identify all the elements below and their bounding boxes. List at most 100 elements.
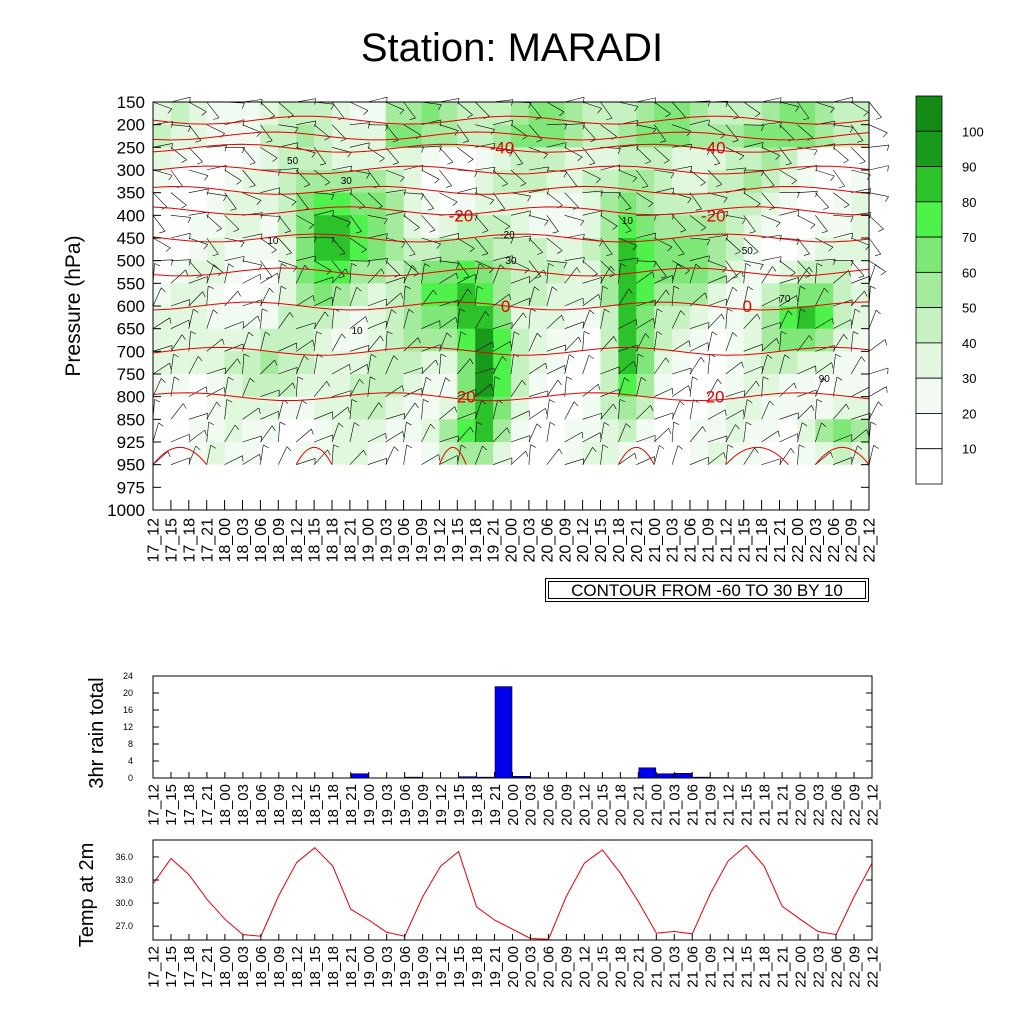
- wind-barb: [564, 431, 583, 443]
- rh-cell: [421, 306, 440, 330]
- wind-barb: [421, 237, 441, 245]
- wind-barb: [224, 399, 228, 420]
- x-tick-label: 21_03: [665, 518, 682, 563]
- wind-barb: [689, 192, 702, 210]
- rh-cell: [170, 238, 190, 262]
- wind-barb-flag: [754, 447, 759, 453]
- rh-cell: [493, 328, 512, 352]
- wind-barb: [296, 215, 314, 226]
- rh-cell: [385, 260, 405, 284]
- wind-barb: [152, 192, 168, 208]
- wind-barb-flag: [589, 162, 596, 166]
- rh-cell: [493, 396, 512, 420]
- rh-cell: [224, 170, 244, 194]
- wind-barb: [600, 286, 603, 307]
- x-tick-label: 21_06: [685, 784, 702, 826]
- rh-cell: [833, 328, 852, 352]
- y-tick-label: 12: [123, 722, 133, 732]
- wind-barb-flag: [482, 230, 489, 233]
- wind-barb: [439, 169, 452, 187]
- wind-barb-flag: [810, 224, 816, 229]
- wind-barb-flag: [821, 422, 827, 427]
- wind-barb-flag: [692, 376, 698, 380]
- x-tick-label: 20_18: [611, 518, 628, 563]
- rh-cell: [457, 192, 476, 216]
- wind-barb-flag: [677, 445, 683, 450]
- rh-cell: [332, 306, 351, 330]
- wind-barb: [474, 101, 490, 117]
- wind-barb-flag: [620, 263, 627, 267]
- rh-cell: [493, 215, 512, 239]
- rh-cell: [725, 102, 745, 126]
- wind-barb-flag: [463, 140, 470, 143]
- y-tick-label: 16: [123, 705, 133, 715]
- rh-cell: [188, 192, 208, 216]
- rh-cell: [349, 419, 369, 443]
- wind-barb-flag: [259, 454, 261, 461]
- wind-barb: [725, 332, 733, 352]
- rh-cell: [439, 419, 458, 443]
- x-tick-label: 22_12: [864, 784, 881, 826]
- x-tick-label: 21_06: [685, 946, 702, 988]
- wind-barb: [349, 215, 362, 232]
- rh-cell: [188, 215, 208, 239]
- rh-cell: [582, 374, 602, 398]
- rh-cell: [367, 124, 387, 148]
- wind-barb: [349, 345, 370, 352]
- wind-barb: [475, 341, 494, 352]
- isotherm-line: [152, 447, 208, 465]
- rh-cell: [206, 192, 226, 216]
- wind-barb-flag: [316, 331, 322, 335]
- rh-cell: [564, 192, 584, 216]
- rh-cell: [528, 170, 548, 194]
- rh-cell: [636, 396, 655, 420]
- rh-cell: [690, 306, 709, 330]
- wind-barb-flag: [745, 421, 752, 426]
- wind-barb: [546, 399, 550, 420]
- rh-cell: [457, 238, 476, 262]
- wind-barb: [600, 101, 613, 119]
- wind-barb: [492, 215, 510, 227]
- x-tick-label: 20_21: [631, 784, 648, 826]
- wind-barb-flag: [182, 403, 187, 409]
- rh-cell: [511, 147, 530, 171]
- wind-barb-flag: [266, 140, 273, 143]
- wind-barb-flag: [459, 308, 465, 312]
- rh-cell: [833, 374, 852, 398]
- wind-barb-flag: [435, 359, 439, 366]
- rh-cell: [260, 419, 279, 443]
- colorbar-box: [915, 201, 943, 238]
- wind-barb-flag: [779, 297, 781, 304]
- wind-barb: [636, 232, 656, 239]
- rh-cell: [600, 192, 619, 216]
- wind-barb-flag: [347, 152, 352, 158]
- wind-barb: [331, 101, 345, 119]
- wind-barb: [421, 145, 442, 148]
- x-tick-label: 18_12: [289, 946, 306, 988]
- rh-cell: [475, 442, 494, 466]
- rh-cell: [654, 351, 673, 375]
- wind-barb: [725, 308, 728, 329]
- wind-barb-flag: [866, 429, 869, 436]
- wind-barb: [385, 385, 403, 397]
- rh-cell: [314, 396, 333, 420]
- colorbar-label: 80: [962, 195, 976, 210]
- wind-barb-flag: [277, 273, 279, 280]
- wind-barb: [582, 432, 601, 443]
- wind-barb: [421, 215, 436, 231]
- wind-barb: [761, 376, 764, 397]
- wind-barb: [582, 260, 598, 275]
- x-tick-label: 18_09: [271, 784, 288, 826]
- wind-barb-flag: [797, 210, 800, 217]
- wind-barb: [314, 237, 335, 239]
- wind-barb-flag: [412, 265, 417, 270]
- rh-cell: [851, 170, 870, 194]
- wind-barb: [295, 376, 298, 397]
- wind-barb: [833, 232, 853, 239]
- wind-barb: [761, 169, 775, 186]
- wind-barb-flag: [386, 233, 388, 240]
- wind-barb-flag: [311, 428, 314, 435]
- wind-barb: [331, 333, 342, 352]
- wind-barb-flag: [707, 342, 709, 349]
- wind-barb-flag: [159, 231, 166, 234]
